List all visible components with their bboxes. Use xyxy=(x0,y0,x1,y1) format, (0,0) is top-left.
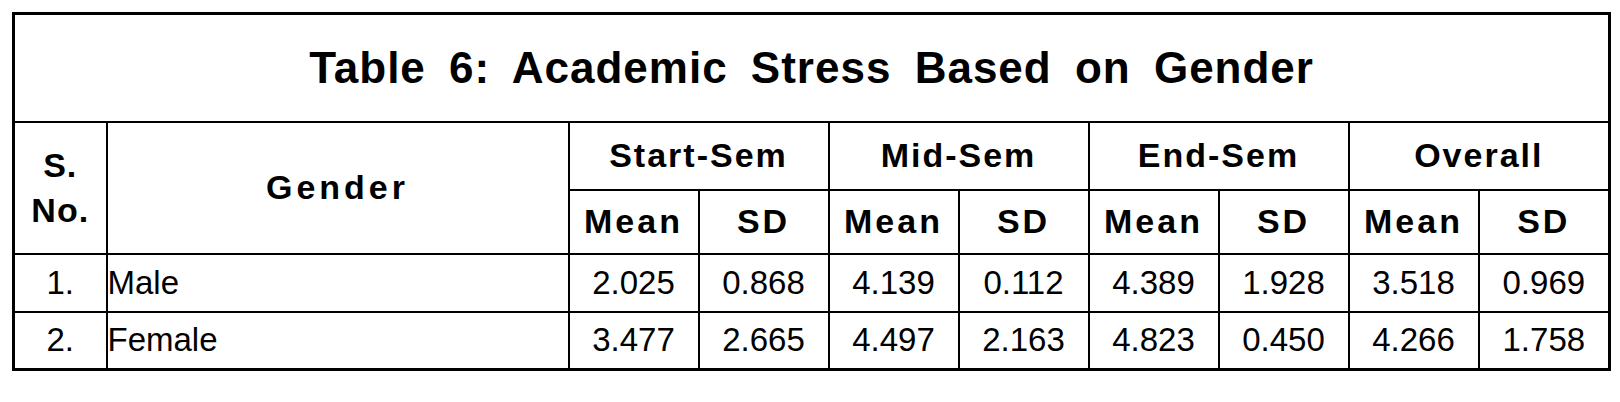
cell-mid-mean: 4.139 xyxy=(829,254,959,312)
cell-mid-mean: 4.497 xyxy=(829,312,959,370)
cell-end-mean: 4.389 xyxy=(1089,254,1219,312)
cell-gender: Male xyxy=(107,254,569,312)
header-end-sd: SD xyxy=(1219,190,1349,254)
header-mid-sd: SD xyxy=(959,190,1089,254)
table-row-male: 1. Male 2.025 0.868 4.139 0.112 4.389 1.… xyxy=(14,254,1610,312)
cell-gender: Female xyxy=(107,312,569,370)
cell-mid-sd: 0.112 xyxy=(959,254,1089,312)
header-group-overall: Overall xyxy=(1349,122,1610,190)
page: Table 6: Academic Stress Based on Gender… xyxy=(0,0,1620,402)
cell-sno: 2. xyxy=(14,312,107,370)
header-overall-sd: SD xyxy=(1479,190,1610,254)
header-group-start-sem: Start-Sem xyxy=(569,122,829,190)
academic-stress-table: Table 6: Academic Stress Based on Gender… xyxy=(12,12,1611,371)
cell-start-sd: 2.665 xyxy=(699,312,829,370)
cell-end-sd: 1.928 xyxy=(1219,254,1349,312)
cell-mid-sd: 2.163 xyxy=(959,312,1089,370)
header-sno: S. No. xyxy=(14,122,107,254)
cell-overall-mean: 4.266 xyxy=(1349,312,1479,370)
table-title: Table 6: Academic Stress Based on Gender xyxy=(14,14,1610,122)
cell-end-mean: 4.823 xyxy=(1089,312,1219,370)
cell-sno: 1. xyxy=(14,254,107,312)
cell-start-mean: 2.025 xyxy=(569,254,699,312)
cell-end-sd: 0.450 xyxy=(1219,312,1349,370)
cell-overall-mean: 3.518 xyxy=(1349,254,1479,312)
header-group-end-sem: End-Sem xyxy=(1089,122,1349,190)
header-start-sd: SD xyxy=(699,190,829,254)
table-row-female: 2. Female 3.477 2.665 4.497 2.163 4.823 … xyxy=(14,312,1610,370)
title-row: Table 6: Academic Stress Based on Gender xyxy=(14,14,1610,122)
header-group-mid-sem: Mid-Sem xyxy=(829,122,1089,190)
cell-start-mean: 3.477 xyxy=(569,312,699,370)
header-start-mean: Mean xyxy=(569,190,699,254)
cell-start-sd: 0.868 xyxy=(699,254,829,312)
header-overall-mean: Mean xyxy=(1349,190,1479,254)
header-group-row: S. No. Gender Start-Sem Mid-Sem End-Sem … xyxy=(14,122,1610,190)
header-end-mean: Mean xyxy=(1089,190,1219,254)
header-mid-mean: Mean xyxy=(829,190,959,254)
header-gender: Gender xyxy=(107,122,569,254)
cell-overall-sd: 1.758 xyxy=(1479,312,1610,370)
cell-overall-sd: 0.969 xyxy=(1479,254,1610,312)
